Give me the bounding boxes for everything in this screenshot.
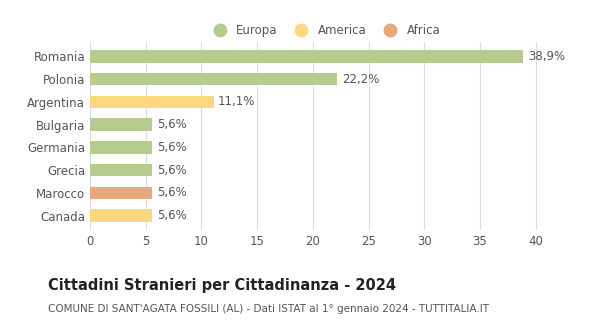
Text: 5,6%: 5,6% [157, 164, 187, 177]
Text: Cittadini Stranieri per Cittadinanza - 2024: Cittadini Stranieri per Cittadinanza - 2… [48, 278, 396, 293]
Bar [90, 187, 152, 199]
Bar [90, 118, 152, 131]
Text: 5,6%: 5,6% [157, 118, 187, 131]
Text: 22,2%: 22,2% [342, 73, 379, 86]
Text: 5,6%: 5,6% [157, 141, 187, 154]
Text: COMUNE DI SANT'AGATA FOSSILI (AL) - Dati ISTAT al 1° gennaio 2024 - TUTTITALIA.I: COMUNE DI SANT'AGATA FOSSILI (AL) - Dati… [48, 304, 489, 314]
Text: 5,6%: 5,6% [157, 186, 187, 199]
Text: 11,1%: 11,1% [218, 95, 256, 108]
Bar [90, 209, 152, 222]
Text: 5,6%: 5,6% [157, 209, 187, 222]
Bar [90, 73, 337, 85]
Bar [90, 164, 152, 176]
Legend: Europa, America, Africa: Europa, America, Africa [203, 19, 445, 42]
Text: 38,9%: 38,9% [528, 50, 565, 63]
Bar [90, 50, 523, 63]
Bar [90, 141, 152, 154]
Bar [90, 96, 214, 108]
